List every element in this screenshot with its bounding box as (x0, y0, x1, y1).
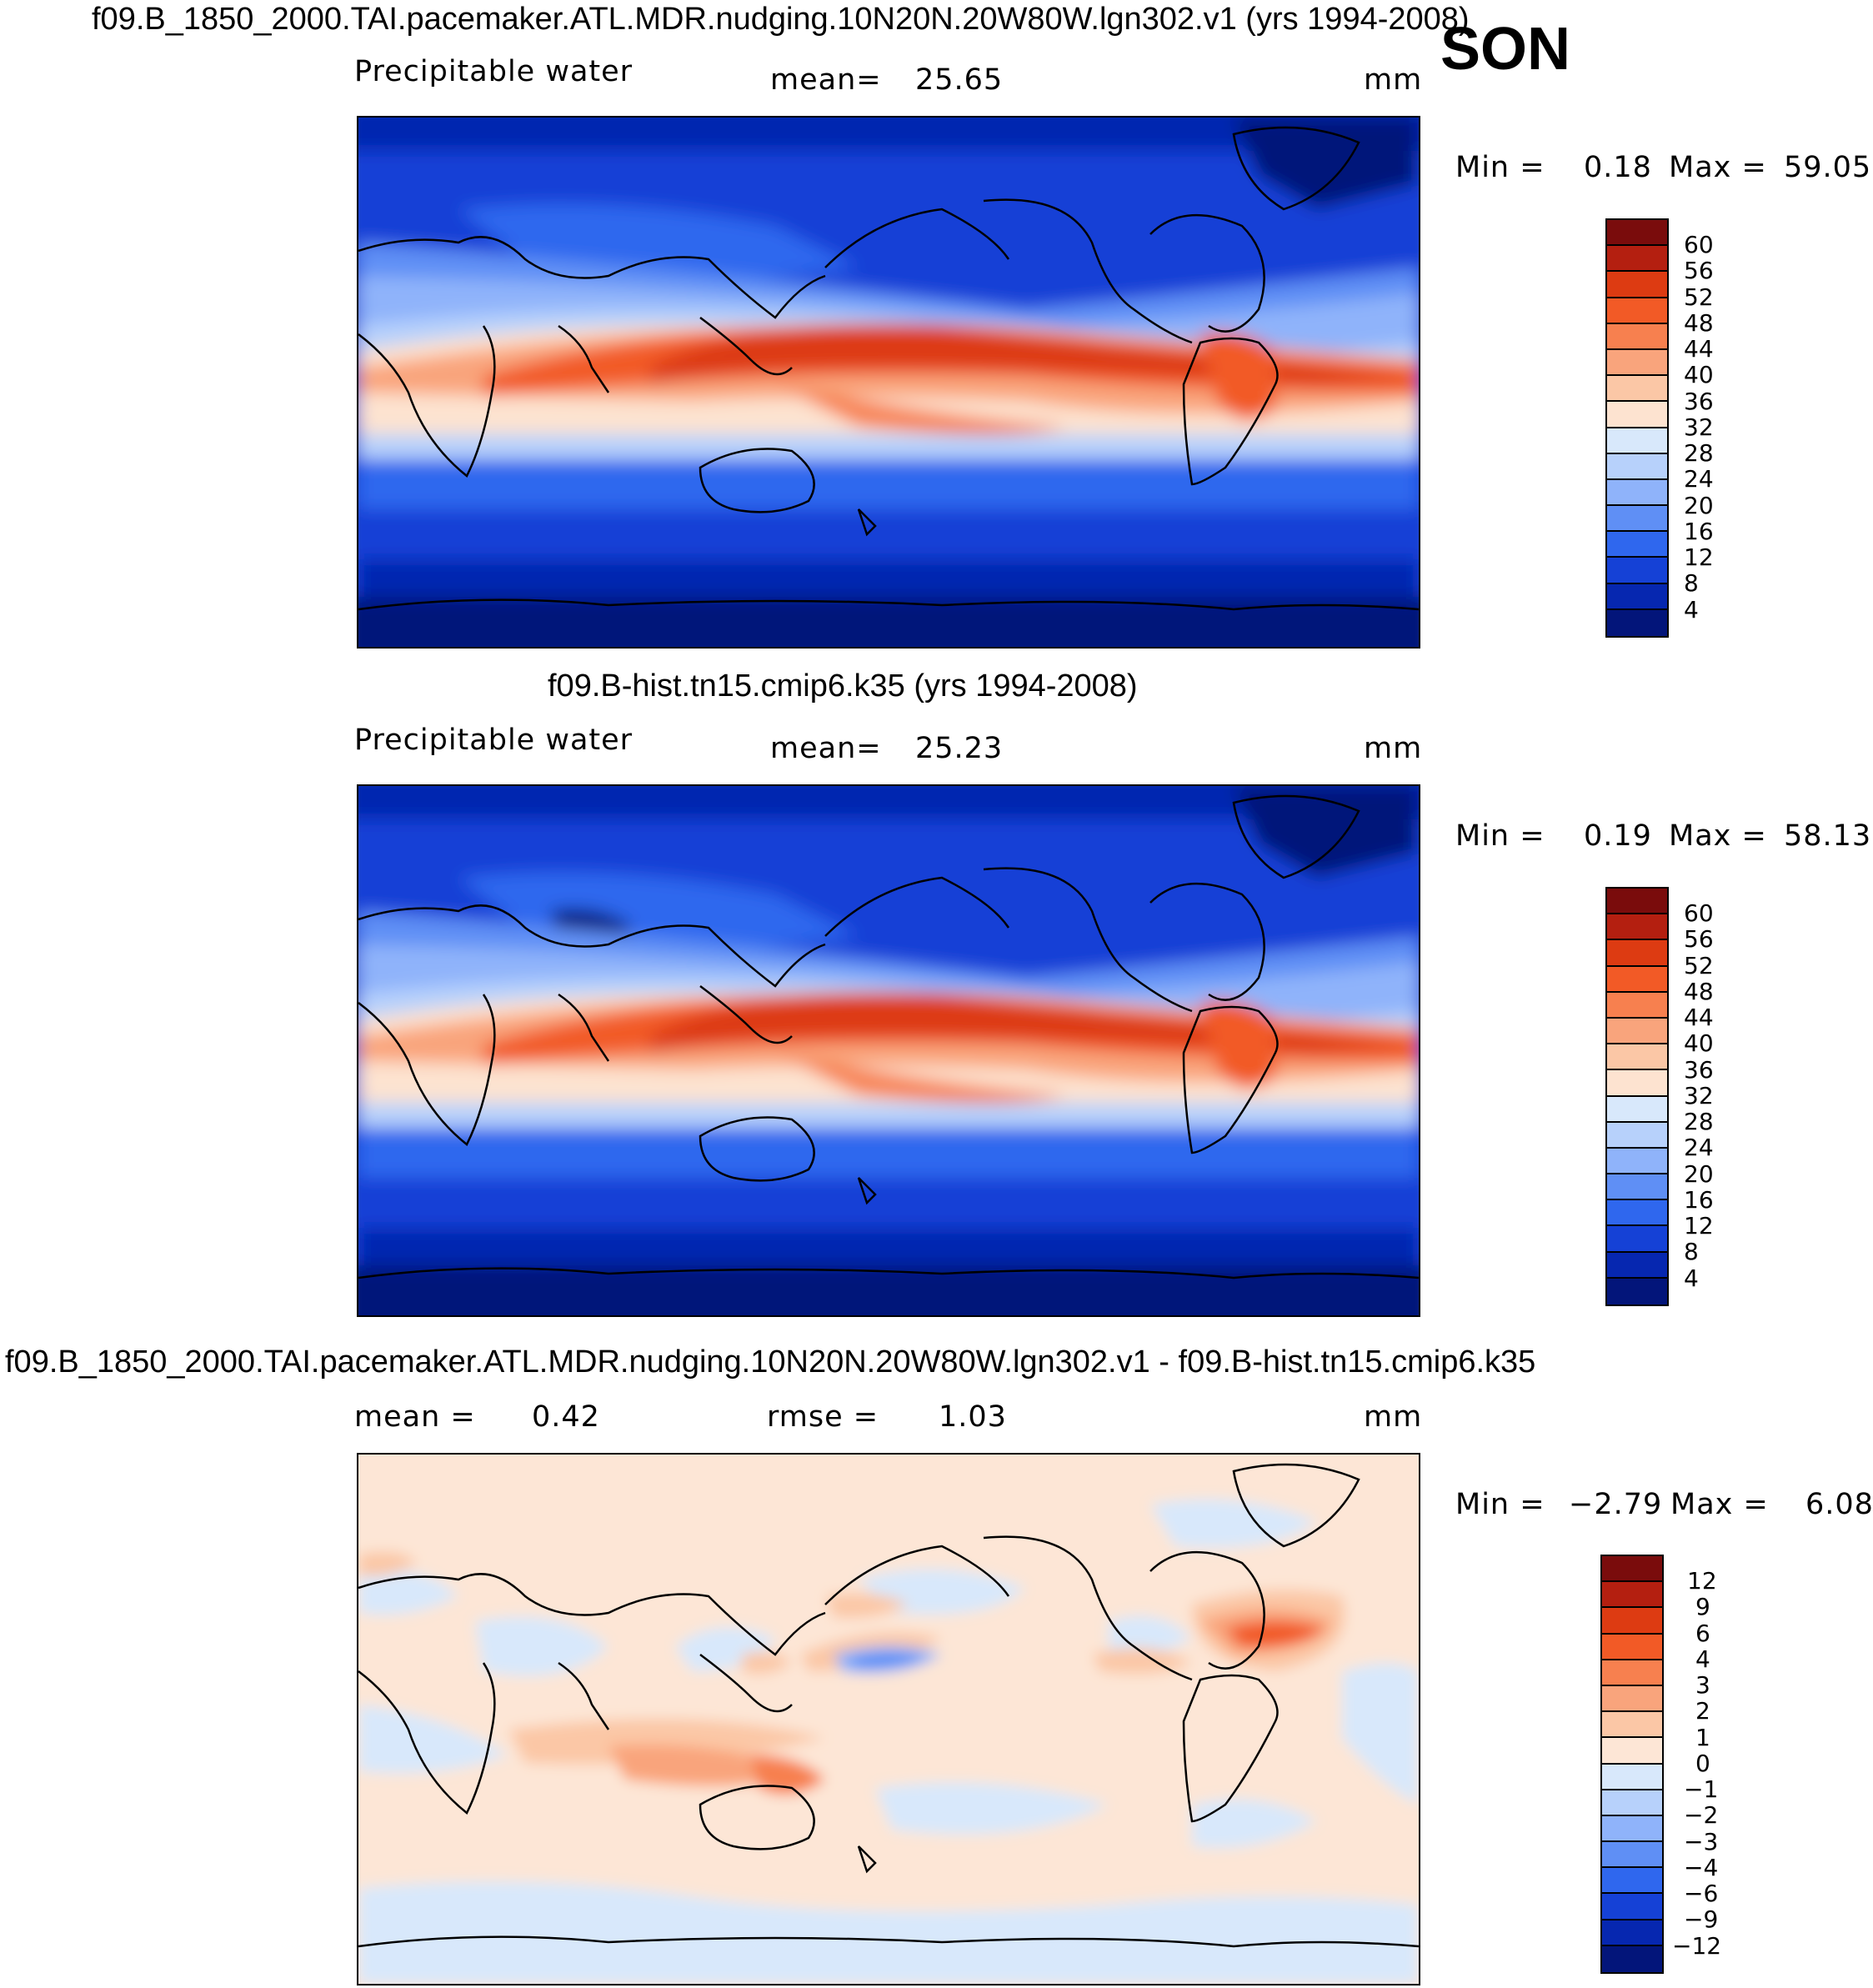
panel3-colorbar-label: 4 (1695, 1645, 1710, 1673)
panel3-min-label: Min = (1455, 1488, 1545, 1521)
panel3-colorbar-label: −4 (1684, 1854, 1719, 1881)
panel3-colorbar-label: 1 (1695, 1724, 1710, 1751)
panel2-colorbar-label: 24 (1684, 1134, 1714, 1161)
panel2-max-value: 58.13 (1784, 819, 1872, 853)
panel3-colorbar-label: 9 (1695, 1593, 1710, 1620)
panel1-max-label: Max = (1669, 151, 1767, 184)
panel1-colorbar-label: 32 (1684, 413, 1714, 441)
panel2-colorbar-label: 48 (1684, 978, 1714, 1005)
panel1-colorbar-label: 16 (1684, 518, 1714, 545)
panel3-map (357, 1453, 1420, 1985)
panel1-colorbar-label: 12 (1684, 543, 1714, 571)
panel3-colorbar-label: −6 (1684, 1880, 1719, 1907)
panel2-title: f09.B-hist.tn15.cmip6.k35 (yrs 1994-2008… (548, 669, 1138, 704)
panel2-max-label: Max = (1669, 819, 1767, 853)
panel2-colorbar-label: 52 (1684, 952, 1714, 979)
panel3-rmse-value: 1.03 (939, 1400, 1007, 1434)
panel2-colorbar (1605, 887, 1669, 1306)
panel2-colorbar-label: 36 (1684, 1056, 1714, 1084)
panel3-colorbar-label: 0 (1695, 1750, 1710, 1777)
panel3-rmse-label: rmse = (767, 1400, 879, 1434)
panel1-variable: Precipitable water (354, 55, 634, 88)
panel3-colorbar-label: 12 (1687, 1567, 1717, 1595)
panel2-colorbar-label: 4 (1684, 1264, 1699, 1292)
panel3-max-label: Max = (1670, 1488, 1769, 1521)
panel3-colorbar-label: −12 (1672, 1932, 1722, 1960)
panel1-mean-value: 25.65 (915, 63, 1004, 97)
panel1-max-value: 59.05 (1784, 151, 1872, 184)
season-label: SON (1440, 16, 1571, 83)
panel3-mean-value: 0.42 (532, 1400, 600, 1434)
panel3-mean-label: mean = (354, 1400, 476, 1434)
panel1-colorbar-label: 60 (1684, 231, 1714, 258)
panel3-colorbar-label: −2 (1684, 1801, 1719, 1829)
panel2-colorbar-label: 44 (1684, 1004, 1714, 1031)
panel2-colorbar-label: 8 (1684, 1238, 1699, 1265)
panel2-map (357, 784, 1420, 1317)
panel2-units: mm (1364, 732, 1423, 765)
panel2-colorbar-label: 60 (1684, 899, 1714, 927)
panel1-units: mm (1364, 63, 1423, 97)
panel2-colorbar-label: 56 (1684, 925, 1714, 953)
panel1-colorbar-label: 52 (1684, 283, 1714, 311)
panel1-mean-label: mean= (770, 63, 882, 97)
panel2-mean-label: mean= (770, 732, 882, 765)
panel1-colorbar-label: 36 (1684, 388, 1714, 415)
panel3-colorbar (1600, 1555, 1664, 1974)
panel1-map (357, 116, 1420, 648)
panel1-colorbar-label: 28 (1684, 439, 1714, 467)
panel1-colorbar-label: 24 (1684, 465, 1714, 493)
panel1-min-value: 0.18 (1584, 151, 1652, 184)
panel2-min-label: Min = (1455, 819, 1545, 853)
panel1-colorbar (1605, 218, 1669, 638)
panel3-colorbar-label: −1 (1684, 1775, 1719, 1803)
panel2-colorbar-label: 32 (1684, 1082, 1714, 1109)
panel1-colorbar-label: 4 (1684, 596, 1699, 623)
panel1-colorbar-label: 40 (1684, 361, 1714, 388)
panel3-title: f09.B_1850_2000.TAI.pacemaker.ATL.MDR.nu… (5, 1345, 1536, 1380)
panel3-min-value: −2.79 (1569, 1488, 1663, 1521)
panel2-colorbar-label: 20 (1684, 1160, 1714, 1188)
panel2-variable: Precipitable water (354, 724, 634, 757)
panel3-colorbar-label: −3 (1684, 1828, 1719, 1855)
panel2-colorbar-label: 40 (1684, 1029, 1714, 1057)
panel2-colorbar-label: 16 (1684, 1186, 1714, 1214)
panel3-colorbar-label: 6 (1695, 1620, 1710, 1647)
panel1-colorbar-label: 44 (1684, 335, 1714, 363)
panel1-colorbar-label: 20 (1684, 492, 1714, 519)
panel3-colorbar-label: 2 (1695, 1697, 1710, 1725)
panel2-colorbar-label: 28 (1684, 1108, 1714, 1135)
panel1-colorbar-label: 56 (1684, 257, 1714, 284)
panel3-units: mm (1364, 1400, 1423, 1434)
panel3-max-value: 6.08 (1805, 1488, 1873, 1521)
panel3-colorbar-label: −9 (1684, 1905, 1719, 1933)
panel1-colorbar-label: 48 (1684, 309, 1714, 337)
panel1-min-label: Min = (1455, 151, 1545, 184)
panel1-title: f09.B_1850_2000.TAI.pacemaker.ATL.MDR.nu… (92, 2, 1470, 37)
panel2-mean-value: 25.23 (915, 732, 1004, 765)
panel1-colorbar-label: 8 (1684, 569, 1699, 597)
panel2-colorbar-label: 12 (1684, 1212, 1714, 1239)
panel3-colorbar-label: 3 (1695, 1671, 1710, 1699)
panel2-min-value: 0.19 (1584, 819, 1652, 853)
